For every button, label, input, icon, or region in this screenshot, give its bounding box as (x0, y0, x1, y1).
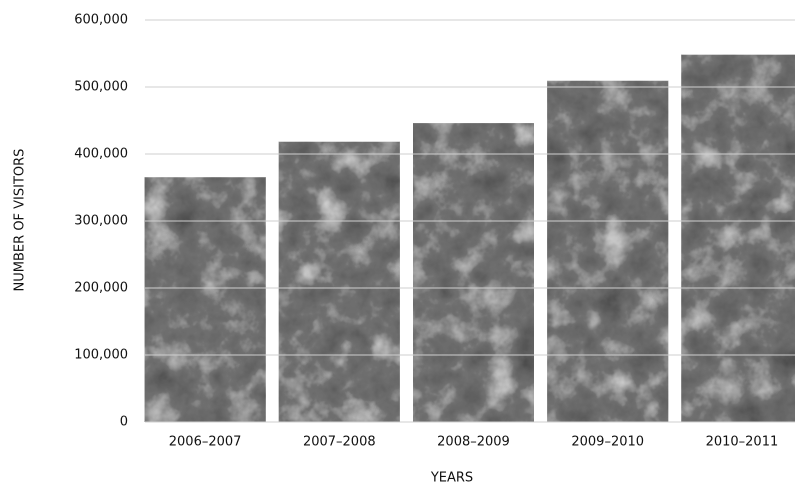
x-tick-label: 2010–2011 (706, 435, 779, 450)
x-tick-label: 2006–2007 (169, 435, 242, 450)
x-tick-label: 2008–2009 (437, 435, 510, 450)
y-tick-label: 600,000 (74, 13, 128, 28)
bar (144, 177, 266, 422)
y-tick-label: 0 (120, 415, 128, 430)
x-tick-label: 2009–2010 (571, 435, 644, 450)
bar (413, 123, 534, 423)
bar (547, 80, 669, 422)
x-axis-label: YEARS (430, 471, 473, 486)
y-tick-label: 300,000 (74, 214, 128, 229)
y-tick-label: 400,000 (74, 147, 128, 162)
y-tick-label: 100,000 (74, 348, 128, 363)
bar (681, 54, 795, 423)
x-tick-label: 2007–2008 (303, 435, 376, 450)
y-axis-label: NUMBER OF VISITORS (13, 149, 28, 292)
y-tick-label: 500,000 (74, 80, 128, 95)
bar (278, 141, 400, 422)
y-tick-label: 200,000 (74, 281, 128, 296)
